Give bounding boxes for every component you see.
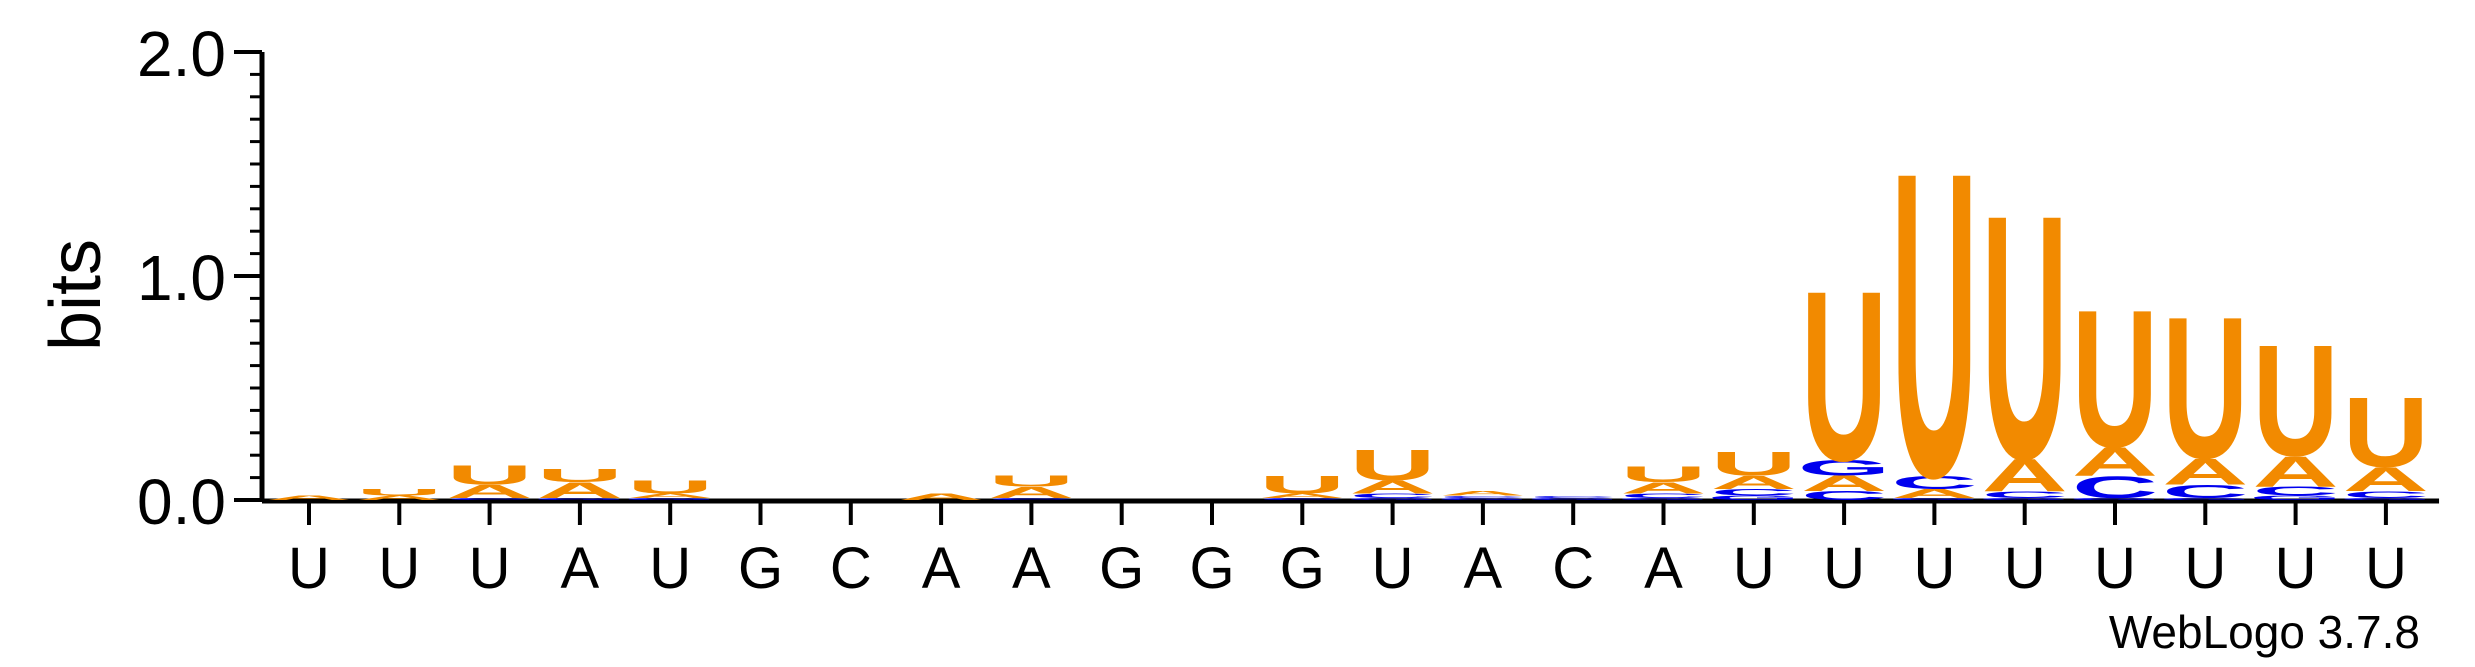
logo-letter-a: A (1801, 472, 1887, 496)
logo-letter-a: A (446, 481, 532, 502)
y-axis: 0.0 1.0 2.0 (137, 18, 265, 538)
logo-letter-u: U (1711, 444, 1797, 483)
logo-letter-u: U (1349, 441, 1435, 489)
logo-letter-u: U (1620, 463, 1706, 487)
logo-letter-c: C (2072, 470, 2158, 505)
logo-letter-a: A (1711, 472, 1797, 493)
logo-letter-a: A (1349, 477, 1435, 498)
logo-letter-g: G (1888, 497, 1981, 500)
y-tick-label: 1.0 (137, 242, 226, 314)
logo-letter-u: U (1801, 240, 1887, 512)
x-tick-label: U (2275, 536, 2317, 601)
logo-letter-g: G (1978, 497, 2071, 500)
logo-letter-a: A (1891, 486, 1977, 500)
logo-letter-u: U (446, 459, 532, 490)
x-tick-label: U (288, 536, 330, 601)
x-tick-label: U (2365, 536, 2407, 601)
logo-letter-a: A (2343, 460, 2429, 499)
logo-letter-c: C (1349, 492, 1435, 499)
logo-letter-g: G (1707, 494, 1800, 501)
logo-letter-g: G (2159, 497, 2252, 500)
x-tick-label: A (1644, 536, 1683, 601)
logo-letter-c: C (1440, 495, 1526, 498)
x-tick-label: U (1733, 536, 1775, 601)
y-tick-label: 0.0 (137, 466, 226, 538)
x-tick-label: U (649, 536, 691, 601)
x-tick-label: U (1913, 536, 1955, 601)
logo-letter-c: C (1801, 489, 1887, 503)
logo-letter-a: A (1982, 449, 2068, 501)
weblogo-credit: WebLogo 3.7.8 (2109, 606, 2420, 658)
logo-letter-g: G (2339, 497, 2432, 500)
x-tick-label: A (1464, 536, 1503, 601)
logo-letter-a: A (2252, 448, 2338, 496)
logo-letter-a: A (1259, 492, 1345, 499)
logo-letter-u: U (2072, 270, 2158, 489)
logo-letter-a: A (266, 494, 352, 501)
logo-letter-c: C (1982, 489, 2068, 499)
logo-letter-a: A (627, 492, 713, 499)
logo-letter-c: C (1711, 487, 1797, 497)
x-tick-label: U (1372, 536, 1414, 601)
logo-letter-a: A (356, 494, 442, 501)
logo-letter-a: A (2162, 451, 2248, 493)
x-tick-label: U (1823, 536, 1865, 601)
logo-letter-a: A (1440, 490, 1526, 497)
logo-letter-g: G (2249, 494, 2342, 501)
logo-letter-u: U (2162, 276, 2248, 501)
x-tick-label: U (2184, 536, 2226, 601)
logo-letter-c: C (2162, 481, 2248, 502)
logo-letter-g: G (1798, 456, 1891, 480)
logo-letter-g: G (533, 497, 626, 500)
logo-letter-u: U (1259, 471, 1345, 499)
logo-letter-u: U (2252, 312, 2338, 489)
x-tick-label: G (1280, 536, 1325, 601)
logo-letter-g: G (1346, 497, 1439, 500)
logo-letter-c: C (1259, 497, 1345, 500)
logo-letter-c: C (988, 497, 1074, 500)
x-tick-label: C (1552, 536, 1594, 601)
x-tick-label: G (738, 536, 783, 601)
logo-letter-g: G (624, 497, 717, 500)
logo-letter-a: A (1620, 479, 1706, 496)
logo-letter-u: U (627, 477, 713, 498)
logo-letter-g: G (1436, 497, 1529, 500)
logo-letter-u: U (2343, 377, 2429, 488)
logo-letter-u: U (988, 473, 1074, 490)
logo-letter-c: C (1530, 495, 1616, 498)
logo-letter-g: G (2069, 497, 2162, 500)
logo-letter-g: G (1617, 497, 1710, 500)
x-tick-label: G (1189, 536, 1234, 601)
x-tick-label: U (469, 536, 511, 601)
logo-letter-c: C (1620, 492, 1706, 499)
logo-letter-a: A (898, 492, 984, 502)
logo-letter-a: A (537, 478, 623, 502)
x-tick-label: U (378, 536, 420, 601)
x-tick-label: A (1012, 536, 1051, 601)
logo-letter-u: U (537, 465, 623, 486)
y-tick-label: 2.0 (137, 18, 226, 90)
x-tick-label: G (1099, 536, 1144, 601)
logo-letter-u: U (356, 487, 442, 497)
logo-letter-c: C (2343, 489, 2429, 499)
x-tick-label: A (922, 536, 961, 601)
x-tick-label: C (830, 536, 872, 601)
logo-letter-u: U (1891, 81, 1977, 568)
x-tick-label: U (2094, 536, 2136, 601)
logo-letter-c: C (1891, 472, 1977, 493)
x-tick-label: A (561, 536, 600, 601)
logo-letter-a: A (2072, 439, 2158, 484)
logo-letter-g: G (1527, 497, 1620, 500)
logo-letter-a: A (988, 484, 1074, 501)
logo-letter-c: C (2252, 484, 2338, 498)
logo-letter-c: C (446, 497, 532, 500)
logo-letter-u: U (1982, 143, 2068, 532)
y-axis-label: bits (36, 239, 116, 351)
x-tick-label: U (2004, 536, 2046, 601)
